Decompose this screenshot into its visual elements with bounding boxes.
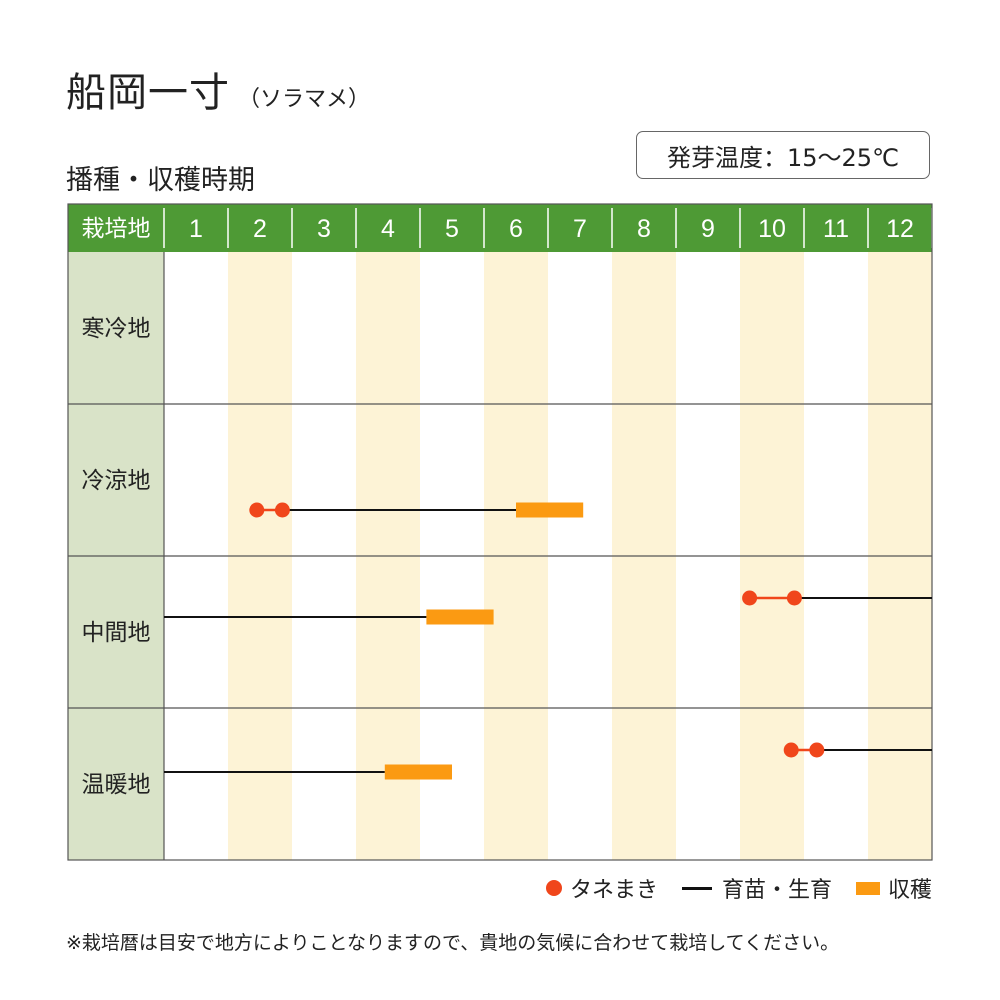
variety-name: 船岡一寸 xyxy=(66,70,230,116)
month-label-5: 5 xyxy=(445,215,459,243)
sowing-dot xyxy=(786,590,802,606)
month-label-8: 8 xyxy=(637,215,651,243)
header-row-bg xyxy=(68,204,932,252)
month-label-10: 10 xyxy=(758,215,786,243)
region-row-2 xyxy=(164,590,932,625)
sowing-dot xyxy=(783,742,799,758)
region-row-1 xyxy=(249,502,584,518)
footnote: ※栽培暦は目安で地方によりことなりますので、貴地の気候に合わせて栽培してください… xyxy=(66,932,840,954)
month-label-6: 6 xyxy=(509,215,523,243)
month-label-9: 9 xyxy=(701,215,715,243)
month-label-7: 7 xyxy=(573,215,587,243)
sowing-dot xyxy=(274,502,290,518)
chart-legend: タネまき 育苗・生育 収穫 xyxy=(545,872,932,904)
month-label-12: 12 xyxy=(886,215,914,243)
month-label-11: 11 xyxy=(823,215,849,243)
chart-subtitle: 播種・収穫時期 xyxy=(66,165,255,196)
legend-item-growing: 育苗・生育 xyxy=(681,872,832,904)
region-label: 寒冷地 xyxy=(82,316,151,342)
harvest-bar xyxy=(516,502,584,518)
legend-item-sowing: タネまき xyxy=(545,872,658,904)
legend-label-growing: 育苗・生育 xyxy=(721,878,832,903)
sowing-dot xyxy=(249,502,265,518)
germination-temperature-badge: 発芽温度：15～25℃ xyxy=(636,131,930,179)
sowing-dot xyxy=(742,590,758,606)
month-label-2: 2 xyxy=(253,215,267,243)
crop-name: （ソラマメ） xyxy=(238,87,371,112)
harvest-bar xyxy=(384,764,452,780)
sowing-dot-icon xyxy=(545,880,562,896)
legend-label-harvest: 収穫 xyxy=(887,878,932,903)
chart-title: 船岡一寸 （ソラマメ） xyxy=(66,60,370,118)
month-label-3: 3 xyxy=(317,215,331,243)
region-label: 中間地 xyxy=(82,620,151,646)
harvest-bar xyxy=(426,609,494,625)
month-label-4: 4 xyxy=(381,215,395,243)
legend-item-harvest: 収穫 xyxy=(855,872,932,904)
region-label: 温暖地 xyxy=(82,772,151,798)
legend-label-sowing: タネまき xyxy=(569,878,658,903)
growing-line-icon xyxy=(681,886,712,890)
chart-border xyxy=(67,203,933,861)
region-label: 冷涼地 xyxy=(82,468,151,494)
sowing-dot xyxy=(809,742,825,758)
harvest-bar-icon xyxy=(855,881,880,895)
month-label-1: 1 xyxy=(189,215,203,243)
header-label: 栽培地 xyxy=(82,216,151,242)
region-row-3 xyxy=(164,742,932,780)
